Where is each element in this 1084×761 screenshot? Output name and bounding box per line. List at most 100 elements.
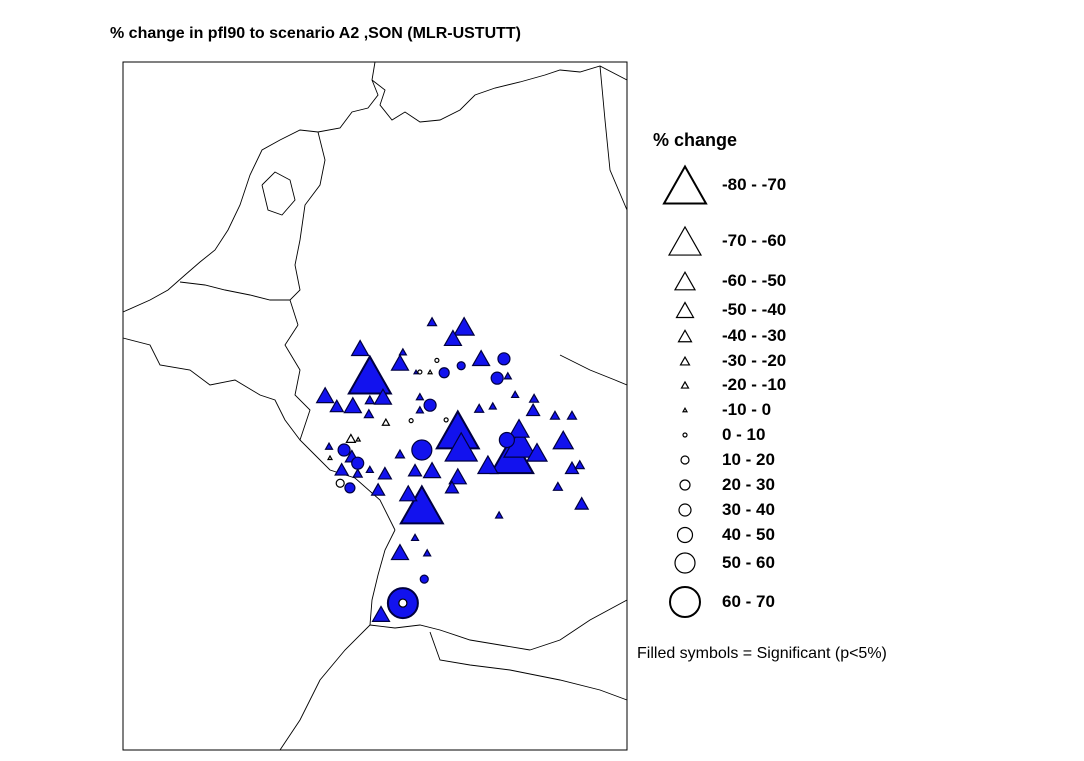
legend-triangle-icon [673, 270, 697, 291]
border-fr-be [122, 337, 301, 441]
station-triangle [345, 433, 357, 443]
station-circle [438, 367, 450, 379]
station-circle [417, 369, 423, 375]
station-triangle [488, 401, 498, 410]
station-triangle [407, 463, 423, 477]
north-sea-coast [122, 61, 379, 313]
station-triangle [444, 431, 479, 462]
station-triangle [398, 347, 408, 356]
station-triangle [426, 316, 438, 327]
legend-circle-icon [678, 503, 692, 517]
legend-class-label: -40 - -30 [722, 326, 787, 345]
legend-class-label: 0 - 10 [722, 425, 766, 444]
station-circle [498, 431, 515, 449]
station-circle [434, 357, 440, 363]
station-triangle [412, 368, 420, 375]
legend-class-label: 30 - 40 [722, 500, 775, 519]
border-de-ch [369, 624, 531, 651]
station-triangle [334, 462, 350, 476]
legend-class-label: 10 - 20 [722, 450, 775, 469]
legend-circle-icon [676, 526, 694, 544]
station-circle [497, 352, 511, 366]
station-triangle [364, 394, 376, 405]
legend-triangle-icon [667, 225, 703, 256]
station-triangle [390, 353, 410, 371]
legend-class-label: 60 - 70 [722, 592, 775, 611]
legend-class-label: -60 - -50 [722, 271, 787, 290]
legend-class-label: -30 - -20 [722, 351, 787, 370]
station-triangle [410, 533, 420, 542]
station-circle [423, 398, 437, 412]
station-circle [411, 439, 433, 461]
station-circle [398, 598, 408, 608]
station-circle [335, 478, 345, 488]
station-triangle [315, 386, 335, 404]
station-triangle [549, 410, 561, 420]
border-be-de-lu [284, 324, 396, 531]
station-triangle [566, 410, 578, 420]
station-triangle [347, 354, 393, 395]
station-triangle [525, 442, 549, 462]
coastlines-and-borders [122, 61, 628, 751]
station-triangle [443, 329, 463, 347]
legend-class-label: -80 - -70 [722, 175, 787, 194]
station-triangle [371, 605, 391, 622]
station-triangle [363, 408, 375, 419]
station-circle [419, 574, 429, 584]
station-triangle [574, 496, 590, 510]
station-triangle [329, 399, 345, 413]
station-triangle [394, 448, 406, 459]
station-triangle [399, 484, 445, 525]
station-triangle [453, 316, 476, 336]
station-triangle [552, 429, 575, 450]
border-ch-at [429, 631, 628, 701]
legend-circle-icon [682, 432, 688, 438]
station-triangle [503, 371, 513, 380]
border-de-pl [599, 65, 628, 211]
legend-circle-icon [679, 479, 691, 491]
station-triangle [476, 454, 499, 475]
legend-triangle-icon [677, 329, 693, 343]
legend-class-label: 50 - 60 [722, 553, 775, 572]
legend-class-label: 40 - 50 [722, 525, 775, 544]
station-triangle [343, 396, 363, 414]
station-circle [443, 417, 449, 423]
border-nl-de [289, 131, 326, 326]
legend-class-label: -10 - 0 [722, 400, 772, 419]
station-triangle [377, 466, 393, 480]
legend-class-label: -70 - -60 [722, 231, 787, 250]
station-circle [344, 482, 356, 494]
border-nl-be [179, 281, 290, 301]
station-triangle [444, 480, 460, 494]
station-triangle [390, 543, 410, 561]
station-triangle [381, 417, 391, 426]
station-triangle [507, 418, 531, 438]
station-triangle [574, 459, 586, 470]
station-triangle [422, 461, 442, 479]
border-de-cz [559, 354, 628, 386]
station-triangle [494, 510, 504, 519]
station-triangle [422, 548, 432, 557]
station-triangle [324, 441, 334, 450]
legend-title: % change [653, 130, 738, 150]
legend-circle-icon [680, 455, 690, 465]
rhine-border-fr-de [369, 529, 396, 626]
station-triangle [415, 392, 425, 401]
station-triangle [373, 388, 393, 405]
station-symbols [315, 316, 590, 622]
legend-triangle-icon [662, 164, 708, 205]
station-circle [351, 456, 365, 470]
legend-symbols [662, 164, 708, 618]
legend-triangle-icon [681, 407, 689, 413]
legend-class-label: -20 - -10 [722, 375, 787, 394]
station-triangle [471, 349, 491, 367]
ijsselmeer [261, 171, 296, 216]
border-de-at [529, 599, 628, 651]
legend-triangle-icon [680, 380, 690, 389]
significance-note: Filled symbols = Significant (p<5%) [637, 645, 887, 662]
legend-class-label: -50 - -40 [722, 300, 787, 319]
legend-triangle-icon [675, 301, 695, 319]
station-circle [337, 443, 351, 457]
